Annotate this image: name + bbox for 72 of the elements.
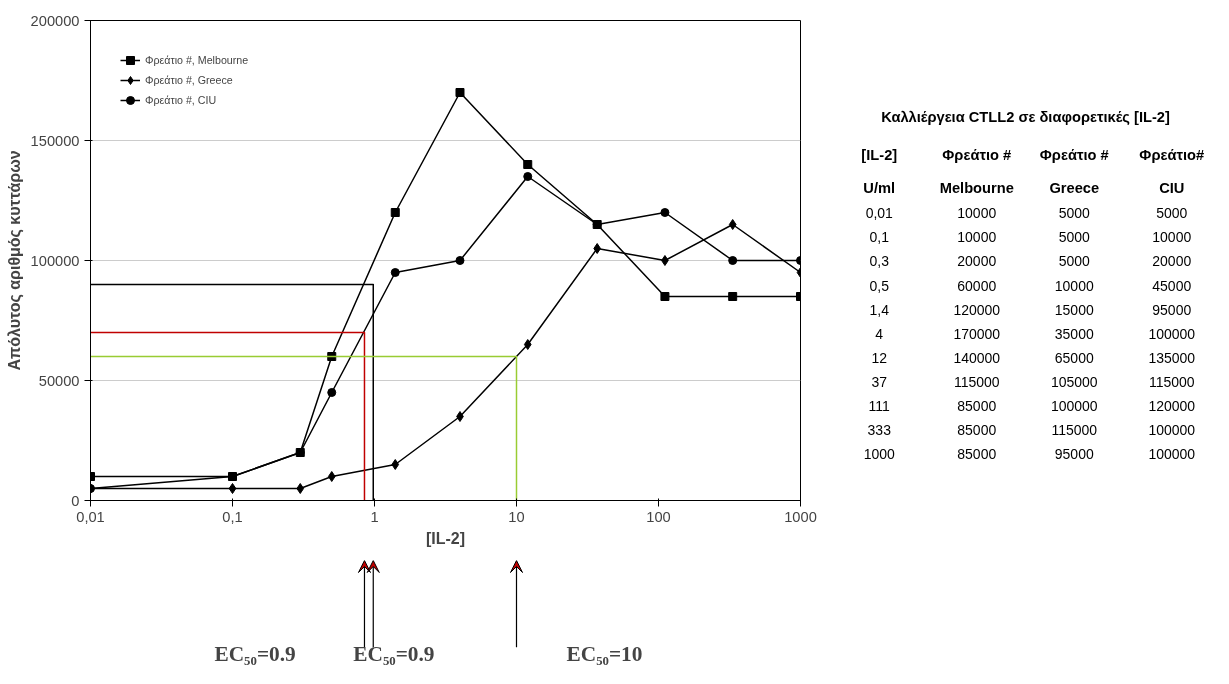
text: 4	[875, 325, 884, 342]
legend-label: Φρεάτιο #, CIU	[145, 94, 217, 106]
x-tick-label: 1	[370, 508, 379, 525]
text: 120000	[953, 301, 1001, 318]
text: Φρεάτιο #	[1039, 147, 1109, 164]
text: 45000	[1152, 277, 1192, 294]
text: 85000	[957, 397, 997, 414]
text: 37	[871, 373, 888, 390]
text: Φρεάτιο #	[942, 147, 1012, 164]
text: 20000	[1152, 253, 1192, 270]
text: 95000	[1054, 445, 1094, 462]
text: 10000	[957, 229, 997, 246]
text: 100000	[1148, 325, 1196, 342]
x-tick-label: 0,01	[76, 508, 105, 525]
text: 35000	[1054, 325, 1094, 342]
text: Φρεάτιο#	[1139, 147, 1205, 164]
text: 115000	[1148, 373, 1195, 390]
text: 120000	[1148, 397, 1196, 414]
text: EC₅₀=0.9	[214, 641, 296, 666]
x-tick-label: 0,1	[222, 508, 243, 525]
text: 12	[871, 349, 888, 366]
y-tick-label: 150000	[30, 132, 80, 149]
text: 1000	[863, 445, 896, 462]
text: 100000	[1050, 397, 1098, 414]
text: EC₅₀=10	[566, 641, 643, 666]
text: 0,01	[865, 205, 894, 222]
text: 135000	[1148, 349, 1196, 366]
x-tick-label: 10	[508, 508, 525, 525]
text: Καλλιέργεια CTLL2 σε διαφορετικές [IL-2]	[881, 109, 1170, 126]
text: 333	[867, 421, 892, 438]
text: 115000	[953, 373, 1000, 390]
text: 5000	[1058, 205, 1091, 222]
text: Melbourne	[939, 179, 1014, 196]
text: 0,5	[869, 277, 890, 294]
legend-label: Φρεάτιο #, Greece	[145, 74, 233, 86]
text: CIU	[1159, 179, 1185, 196]
text: 20000	[957, 253, 997, 270]
y-tick-label: 200000	[30, 12, 80, 29]
text: 115000	[1051, 421, 1098, 438]
text: 0,1	[869, 229, 890, 246]
text: 10000	[957, 205, 997, 222]
y-tick-label: 100000	[30, 252, 80, 269]
text: 60000	[957, 277, 997, 294]
text: 0,3	[869, 253, 890, 270]
text: EC₅₀=0.9	[353, 641, 435, 666]
y-tick-label: 0	[71, 492, 80, 509]
text: 100000	[1148, 421, 1196, 438]
text: 100000	[1148, 445, 1196, 462]
text: 85000	[957, 421, 997, 438]
x-axis-title: [IL-2]	[425, 529, 466, 547]
text: Greece	[1049, 179, 1100, 196]
text: 5000	[1156, 205, 1188, 222]
text: [IL-2]	[861, 147, 898, 164]
text: 65000	[1054, 349, 1094, 366]
x-tick-label: 1000	[784, 508, 817, 525]
text: 85000	[957, 445, 997, 462]
legend-label: Φρεάτιο #, Melbourne	[145, 54, 249, 66]
text: 10000	[1054, 277, 1094, 294]
text: 10000	[1152, 229, 1192, 246]
y-axis-title: Απόλυτος αριθμός κυττάρων	[5, 150, 24, 371]
text: 95000	[1152, 301, 1192, 318]
text: 5000	[1058, 229, 1091, 246]
text: U/ml	[863, 179, 896, 196]
text: 5000	[1058, 253, 1091, 270]
text: 111	[868, 397, 891, 414]
text: 105000	[1050, 373, 1098, 390]
text: 170000	[953, 325, 1001, 342]
x-tick-label: 100	[646, 508, 671, 525]
text: 140000	[953, 349, 1001, 366]
y-tick-label: 50000	[38, 372, 80, 389]
text: 15000	[1054, 301, 1094, 318]
text: 1,4	[869, 301, 890, 318]
